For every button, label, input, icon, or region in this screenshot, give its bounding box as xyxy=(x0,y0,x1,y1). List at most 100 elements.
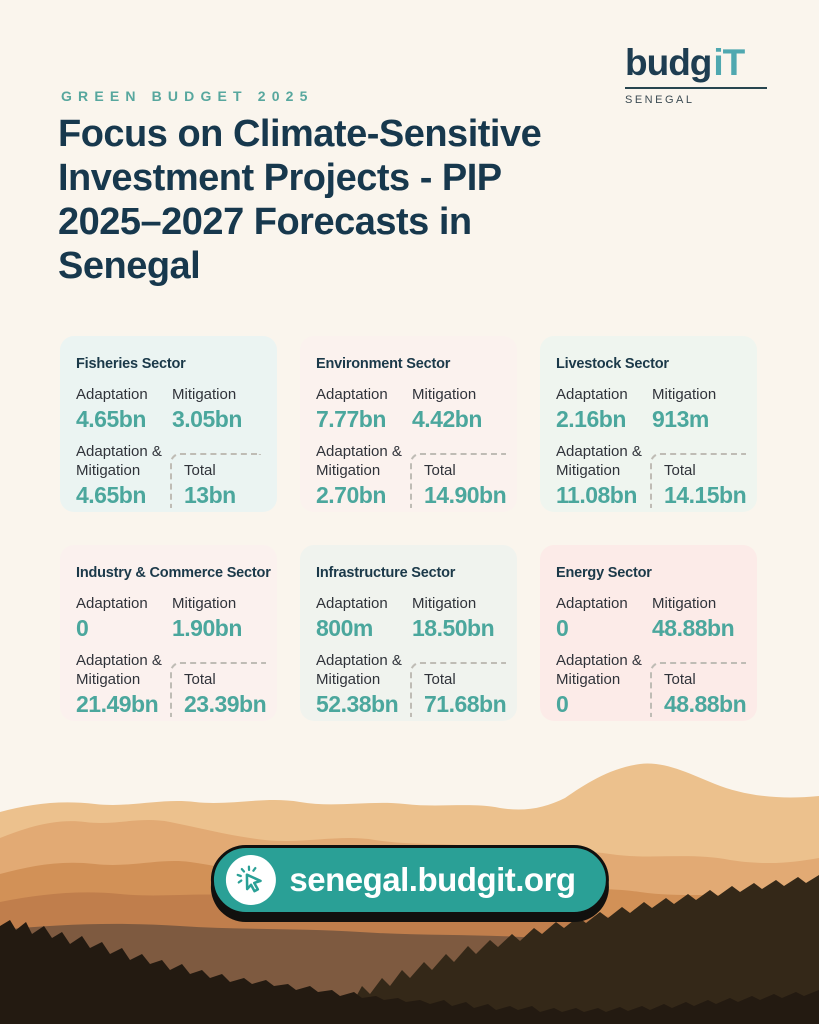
mitigation-label: Mitigation xyxy=(172,595,237,612)
logo-divider xyxy=(625,87,767,89)
mitigation-cell: Mitigation 1.90bn xyxy=(172,595,266,641)
total-label: Total xyxy=(664,670,696,688)
total-label: Total xyxy=(184,670,216,688)
total-label: Total xyxy=(424,670,456,688)
adaptation-cell: Adaptation 2.16bn xyxy=(556,386,652,432)
logo-subtext: SENEGAL xyxy=(625,94,695,106)
mitigation-label: Mitigation xyxy=(172,386,237,403)
total-value: 14.15bn xyxy=(664,481,747,508)
total-value: 48.88bn xyxy=(664,690,747,717)
adaptation-mitigation-label: Adaptation & Mitigation xyxy=(316,443,402,479)
total-value: 13bn xyxy=(184,481,236,508)
total-value: 14.90bn xyxy=(424,481,507,508)
adaptation-mitigation-cell: Adaptation & Mitigation 11.08bn xyxy=(556,443,652,508)
adaptation-label: Adaptation xyxy=(76,595,148,612)
page-title: Focus on Climate-Sensitive Investment Pr… xyxy=(58,113,542,288)
logo-word-accent: iT xyxy=(713,42,745,83)
total-cell: Total 71.68bn xyxy=(410,661,507,717)
mitigation-value: 913m xyxy=(652,405,709,432)
budgit-logo: budg iT SENEGAL xyxy=(625,44,767,106)
logo-word-main: budg xyxy=(625,42,712,83)
sector-card: Environment Sector Adaptation 7.77bn Mit… xyxy=(300,336,517,512)
sector-card: Industry & Commerce Sector Adaptation 0 … xyxy=(60,545,277,721)
adaptation-value: 4.65bn xyxy=(76,405,146,432)
sector-values-grid: Adaptation 0 Mitigation 48.88bn Adaptati… xyxy=(556,595,747,717)
mitigation-label: Mitigation xyxy=(652,386,717,403)
adaptation-label: Adaptation xyxy=(556,595,628,612)
adaptation-mitigation-label: Adaptation & Mitigation xyxy=(316,652,402,688)
sector-values-grid: Adaptation 800m Mitigation 18.50bn Adapt… xyxy=(316,595,507,717)
mitigation-cell: Mitigation 913m xyxy=(652,386,746,432)
mitigation-value: 48.88bn xyxy=(652,614,735,641)
mitigation-value: 1.90bn xyxy=(172,614,242,641)
sector-title: Energy Sector xyxy=(556,565,652,581)
sector-card: Infrastructure Sector Adaptation 800m Mi… xyxy=(300,545,517,721)
mitigation-cell: Mitigation 4.42bn xyxy=(412,386,506,432)
adaptation-mitigation-cell: Adaptation & Mitigation 2.70bn xyxy=(316,443,412,508)
total-cell: Total 23.39bn xyxy=(170,661,267,717)
adaptation-label: Adaptation xyxy=(316,386,388,403)
adaptation-cell: Adaptation 800m xyxy=(316,595,412,641)
adaptation-label: Adaptation xyxy=(316,595,388,612)
adaptation-mitigation-label: Adaptation & Mitigation xyxy=(76,652,162,688)
sector-values-grid: Adaptation 0 Mitigation 1.90bn Adaptatio… xyxy=(76,595,267,717)
adaptation-mitigation-value: 4.65bn xyxy=(76,481,146,508)
adaptation-mitigation-label: Adaptation & Mitigation xyxy=(556,443,642,479)
eyebrow-text: GREEN BUDGET 2025 xyxy=(61,88,314,104)
mitigation-value: 3.05bn xyxy=(172,405,242,432)
website-link-button[interactable]: senegal.budgit.org xyxy=(210,845,609,915)
sector-card: Livestock Sector Adaptation 2.16bn Mitig… xyxy=(540,336,757,512)
total-label: Total xyxy=(184,461,216,479)
sector-title: Livestock Sector xyxy=(556,356,669,372)
total-label: Total xyxy=(664,461,696,479)
sector-card: Energy Sector Adaptation 0 Mitigation 48… xyxy=(540,545,757,721)
adaptation-mitigation-value: 11.08bn xyxy=(556,481,637,508)
mitigation-cell: Mitigation 3.05bn xyxy=(172,386,261,432)
sector-card: Fisheries Sector Adaptation 4.65bn Mitig… xyxy=(60,336,277,512)
adaptation-label: Adaptation xyxy=(76,386,148,403)
sector-title: Fisheries Sector xyxy=(76,356,186,372)
adaptation-mitigation-cell: Adaptation & Mitigation 4.65bn xyxy=(76,443,172,508)
adaptation-mitigation-cell: Adaptation & Mitigation 52.38bn xyxy=(316,652,412,717)
mitigation-label: Mitigation xyxy=(652,595,717,612)
sector-values-grid: Adaptation 7.77bn Mitigation 4.42bn Adap… xyxy=(316,386,507,508)
adaptation-cell: Adaptation 7.77bn xyxy=(316,386,412,432)
adaptation-value: 0 xyxy=(556,614,569,641)
website-link-label: senegal.budgit.org xyxy=(289,861,576,898)
adaptation-mitigation-cell: Adaptation & Mitigation 21.49bn xyxy=(76,652,172,717)
adaptation-mitigation-value: 52.38bn xyxy=(316,690,399,717)
mitigation-cell: Mitigation 18.50bn xyxy=(412,595,506,641)
total-cell: Total 14.15bn xyxy=(650,452,747,508)
total-value: 23.39bn xyxy=(184,690,267,717)
mitigation-label: Mitigation xyxy=(412,386,477,403)
adaptation-label: Adaptation xyxy=(556,386,628,403)
logo-wordmark: budg iT xyxy=(625,44,767,81)
adaptation-value: 800m xyxy=(316,614,373,641)
total-value: 71.68bn xyxy=(424,690,507,717)
total-label: Total xyxy=(424,461,456,479)
sector-title: Infrastructure Sector xyxy=(316,565,456,581)
total-cell: Total 13bn xyxy=(170,452,261,508)
mitigation-cell: Mitigation 48.88bn xyxy=(652,595,746,641)
mitigation-label: Mitigation xyxy=(412,595,477,612)
adaptation-mitigation-label: Adaptation & Mitigation xyxy=(556,652,642,688)
total-cell: Total 48.88bn xyxy=(650,661,747,717)
adaptation-cell: Adaptation 0 xyxy=(76,595,172,641)
adaptation-cell: Adaptation 4.65bn xyxy=(76,386,172,432)
adaptation-value: 7.77bn xyxy=(316,405,386,432)
adaptation-mitigation-value: 0 xyxy=(556,690,569,717)
adaptation-mitigation-value: 2.70bn xyxy=(316,481,386,508)
adaptation-value: 0 xyxy=(76,614,89,641)
sector-title: Environment Sector xyxy=(316,356,451,372)
sector-values-grid: Adaptation 2.16bn Mitigation 913m Adapta… xyxy=(556,386,747,508)
cursor-click-icon xyxy=(225,855,276,905)
mitigation-value: 18.50bn xyxy=(412,614,495,641)
adaptation-mitigation-cell: Adaptation & Mitigation 0 xyxy=(556,652,652,717)
mountain-landscape-illustration xyxy=(0,763,819,1024)
total-cell: Total 14.90bn xyxy=(410,452,507,508)
sector-values-grid: Adaptation 4.65bn Mitigation 3.05bn Adap… xyxy=(76,386,261,508)
adaptation-value: 2.16bn xyxy=(556,405,626,432)
adaptation-cell: Adaptation 0 xyxy=(556,595,652,641)
sector-title: Industry & Commerce Sector xyxy=(76,565,271,581)
